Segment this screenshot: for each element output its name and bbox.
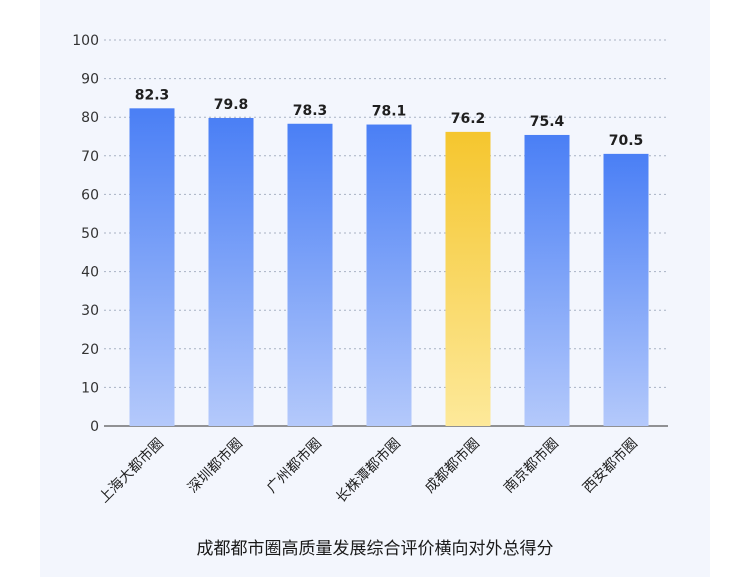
x-tick-label: 长株潭都市圈 xyxy=(332,435,403,506)
x-tick-label: 上海大都市圈 xyxy=(95,435,166,506)
data-label: 79.8 xyxy=(214,97,249,113)
chart-title: 成都都市圈高质量发展综合评价横向对外总得分 xyxy=(196,539,554,559)
y-tick-label: 50 xyxy=(81,226,99,242)
x-tick-label: 西安都市圈 xyxy=(579,435,641,497)
y-tick-label: 0 xyxy=(90,419,99,435)
y-tick-label: 100 xyxy=(72,33,99,49)
data-label: 76.2 xyxy=(451,111,486,127)
bar xyxy=(129,108,175,427)
y-tick-label: 90 xyxy=(81,72,99,88)
y-tick-label: 30 xyxy=(81,303,99,319)
x-tick-label: 成都都市圈 xyxy=(421,435,483,497)
x-tick-label: 深圳都市圈 xyxy=(184,435,246,497)
bar xyxy=(524,134,570,426)
data-label: 75.4 xyxy=(530,114,565,130)
data-label: 78.1 xyxy=(372,104,407,120)
x-tick-label: 广州都市圈 xyxy=(263,435,325,497)
x-tick-label: 南京都市圈 xyxy=(500,435,562,497)
bar-highlighted xyxy=(445,131,491,427)
y-tick-label: 40 xyxy=(81,265,99,281)
bar xyxy=(208,117,254,427)
bar xyxy=(366,124,412,426)
data-label: 70.5 xyxy=(609,133,644,149)
data-label: 82.3 xyxy=(135,87,170,103)
y-tick-label: 20 xyxy=(81,342,99,358)
y-tick-label: 60 xyxy=(81,187,99,203)
y-tick-label: 70 xyxy=(81,149,99,165)
data-label: 78.3 xyxy=(293,103,328,119)
y-tick-label: 80 xyxy=(81,110,99,126)
y-tick-label: 10 xyxy=(81,380,99,396)
bar xyxy=(287,123,333,427)
bar xyxy=(603,153,649,426)
